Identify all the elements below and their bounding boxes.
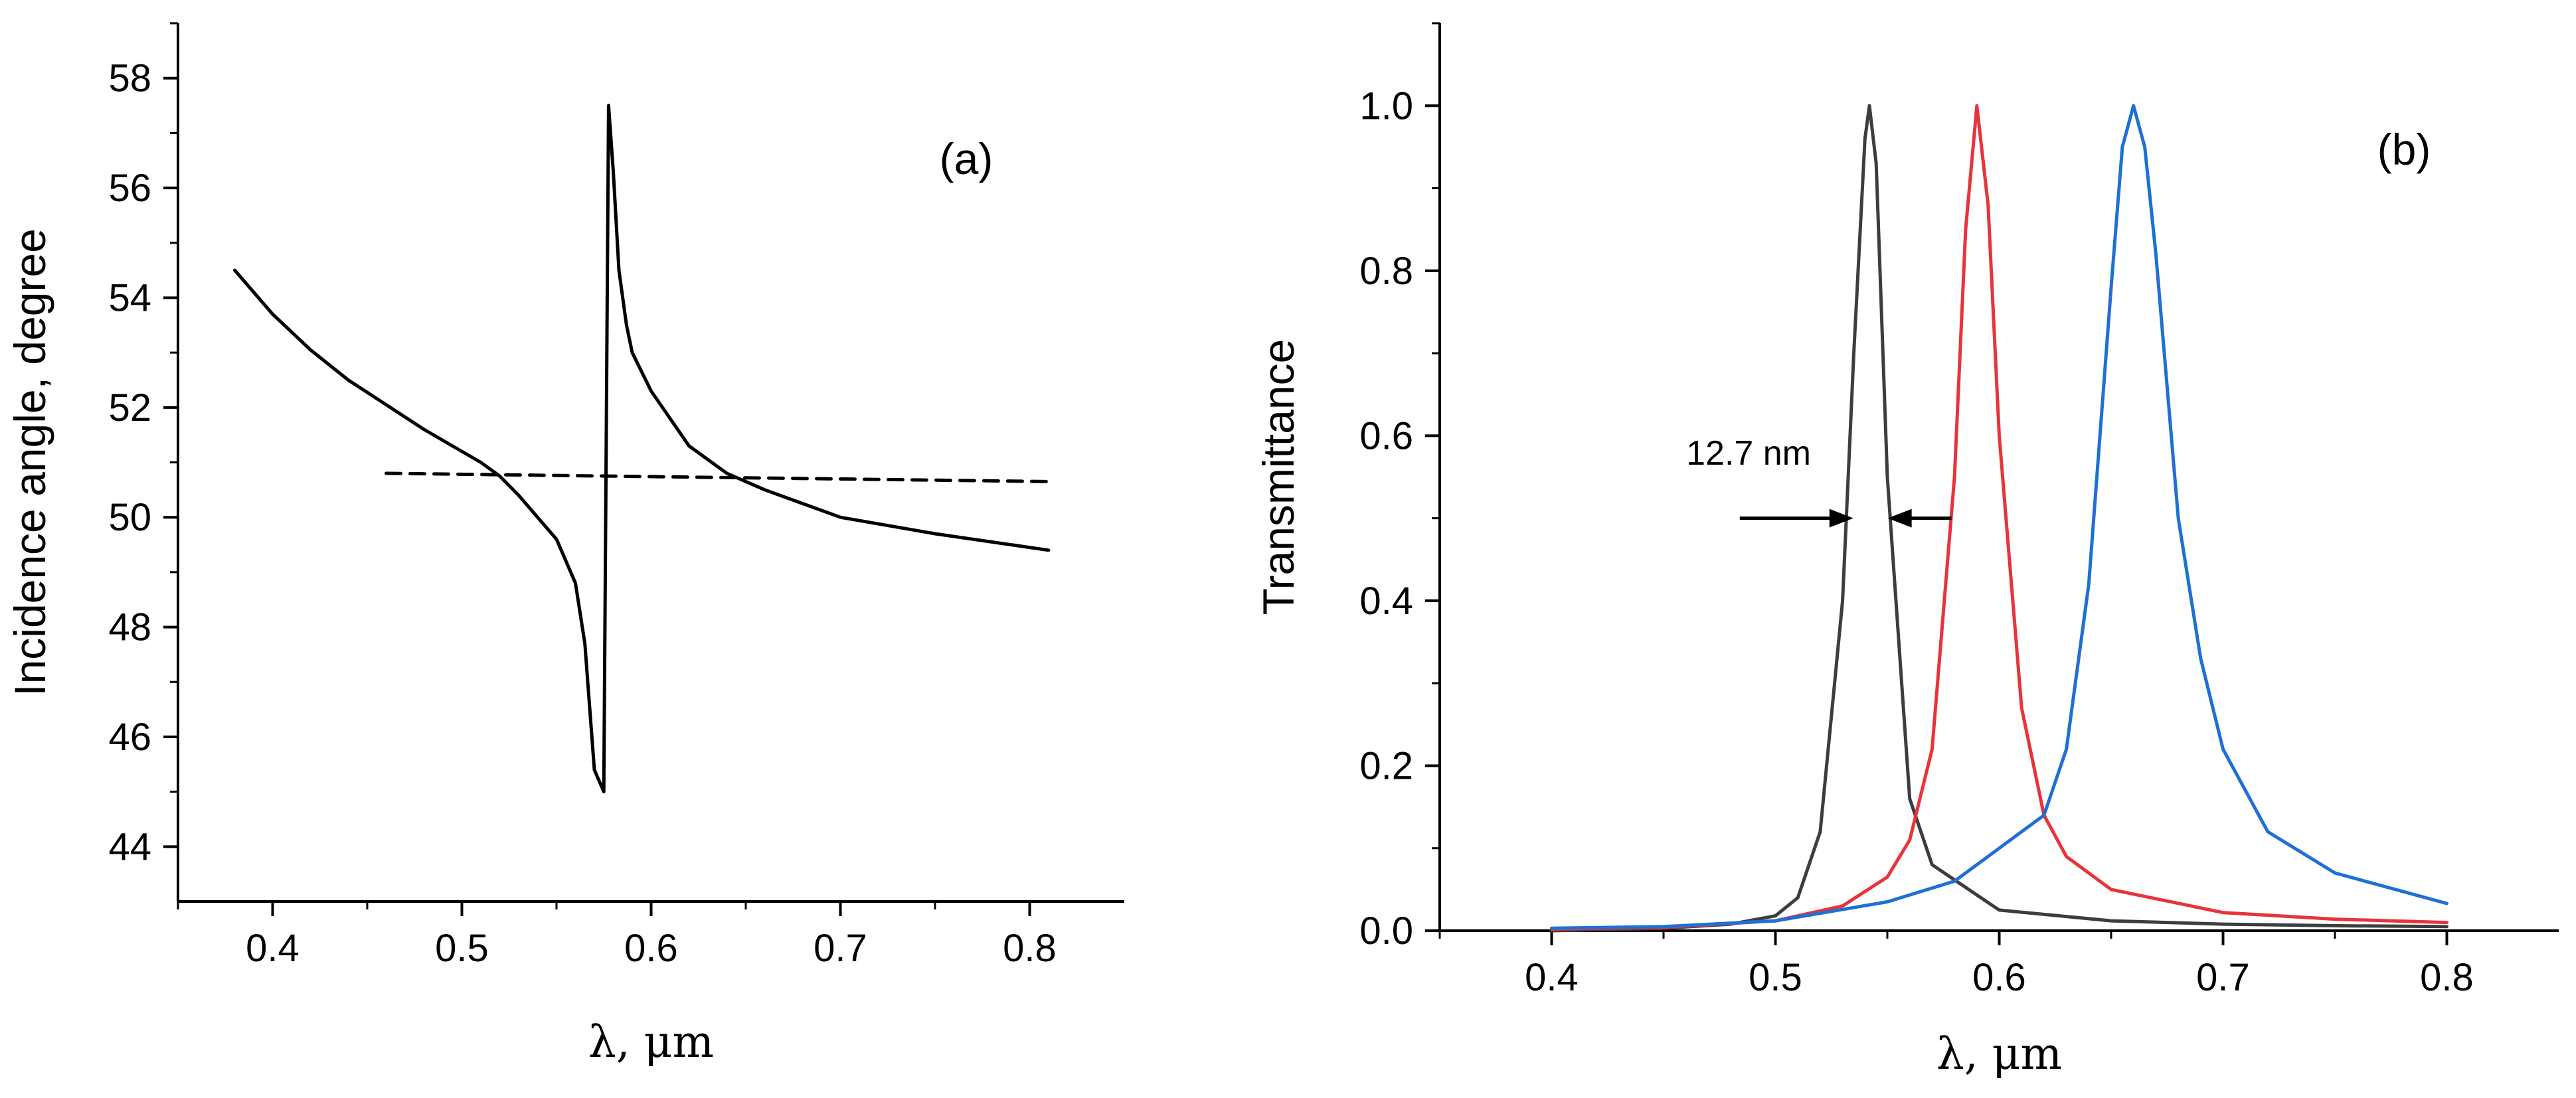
series-line-1 — [233, 104, 1051, 794]
x-tick-label: 0.6 — [624, 927, 678, 970]
panel-label: (a) — [940, 134, 993, 183]
y-tick-label: 44 — [108, 825, 151, 868]
y-tick-label: 46 — [108, 716, 151, 759]
y-tick-label: 52 — [108, 386, 151, 430]
fwhm-arrow-left-head — [1829, 509, 1853, 528]
y-tick-label: 0.4 — [1359, 580, 1413, 623]
y-tick-label: 0.0 — [1359, 909, 1413, 953]
y-axis-label: Incidence angle, degree — [5, 228, 54, 696]
y-tick-label: 50 — [108, 496, 151, 539]
series-line-2 — [385, 471, 1051, 483]
y-tick-label: 54 — [108, 276, 151, 319]
x-tick-label: 0.8 — [1003, 927, 1057, 970]
x-tick-label: 0.4 — [246, 927, 300, 970]
series-line-1 — [1550, 104, 2448, 933]
series-line-2 — [1550, 104, 2448, 931]
x-axis-label: λ, μm — [1936, 1028, 2062, 1079]
y-tick-label: 1.0 — [1359, 84, 1413, 127]
annotation-fwhm-label: 12.7 nm — [1686, 434, 1811, 473]
y-tick-label: 0.6 — [1359, 414, 1413, 457]
x-axis-label: λ, μm — [588, 1016, 714, 1067]
chart-panel-a: 0.4 0.5 0.6 0.7 0.8 44 46 48 50 52 54 56 58 λ, μm Inci… — [5, 22, 1124, 1067]
x-tick-label: 0.7 — [2196, 956, 2250, 999]
y-tick-label: 0.8 — [1359, 250, 1413, 293]
x-tick-label: 0.7 — [814, 927, 867, 970]
x-tick-label: 0.5 — [435, 927, 489, 970]
y-tick-label: 48 — [108, 606, 151, 649]
series-line-3 — [1550, 104, 2448, 930]
panel-label: (b) — [2377, 125, 2431, 174]
x-tick-label: 0.6 — [1972, 956, 2026, 999]
x-tick-label: 0.4 — [1525, 956, 1579, 999]
chart-panel-b: 0.4 0.5 0.6 0.7 0.8 0.0 0.2 0.4 0.6 0.8 1.0 λ, μm Tr… — [1254, 22, 2559, 1079]
x-tick-label: 0.5 — [1749, 956, 1802, 999]
fwhm-arrow-right-head — [1887, 509, 1912, 528]
y-tick-label: 0.2 — [1359, 744, 1413, 787]
x-tick-label: 0.8 — [2420, 956, 2474, 999]
y-axis-label: Transmittance — [1254, 339, 1303, 615]
y-tick-label: 58 — [108, 57, 151, 100]
y-tick-label: 56 — [108, 167, 151, 210]
